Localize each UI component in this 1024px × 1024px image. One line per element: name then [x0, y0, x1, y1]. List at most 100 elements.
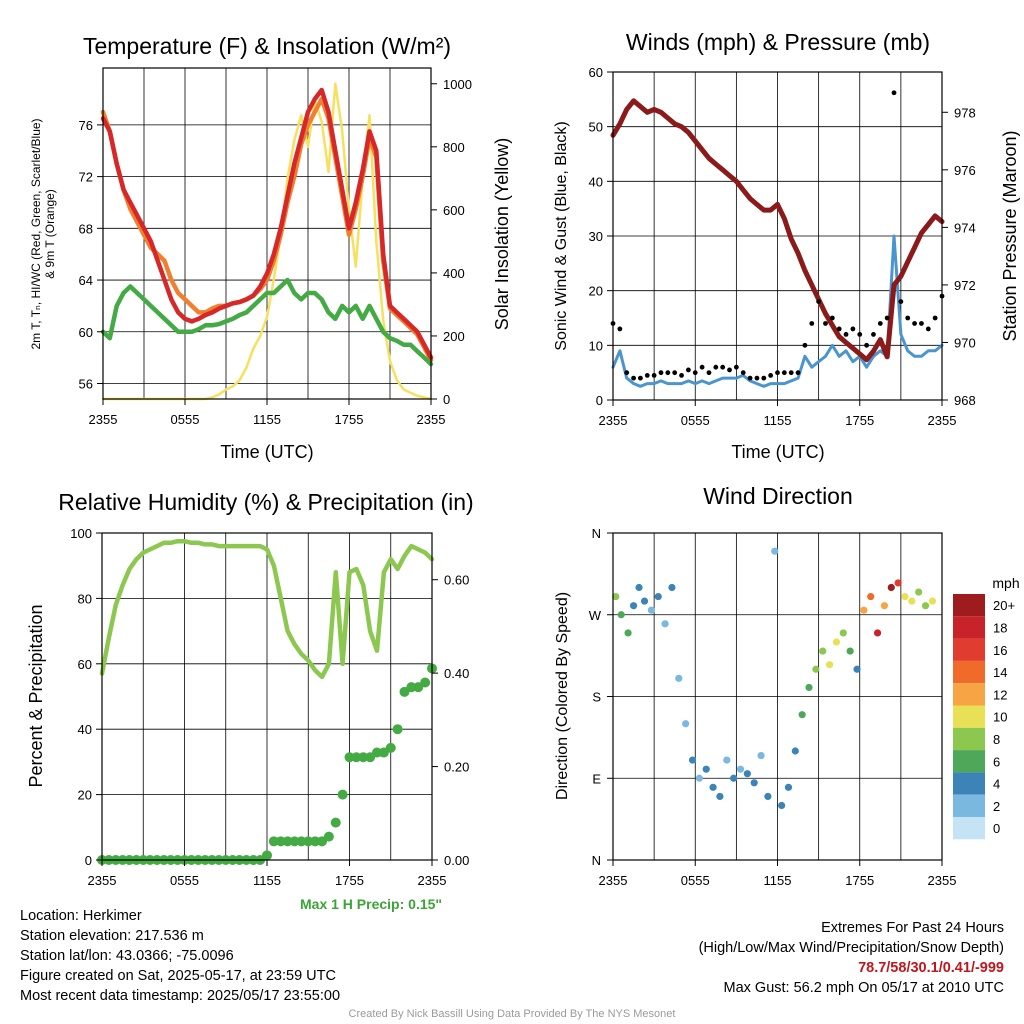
legend-label: 12 [993, 687, 1007, 702]
dir-grid [612, 533, 943, 860]
gust-point [809, 321, 815, 326]
direction-point [695, 774, 703, 782]
dir-ticks: 2355 0555 1155 1755 2355 N E S W N [589, 526, 957, 888]
x-tick-label: 2355 [599, 873, 628, 888]
y-right-tick-label: 0.60 [444, 573, 469, 588]
x-tick-label: 2355 [418, 873, 447, 888]
direction-point [825, 661, 834, 669]
y-right-tick-label: 0.00 [444, 853, 469, 868]
direction-point [682, 720, 690, 728]
recent-text: Most recent data timestamp: 2025/05/17 2… [20, 988, 341, 1004]
y-tick-label: 0 [85, 853, 92, 868]
precip-point [337, 789, 348, 800]
x-tick-label: 0555 [681, 873, 710, 888]
y-tick-label: 50 [589, 120, 603, 135]
precip-point [392, 724, 403, 735]
direction-point [723, 756, 731, 764]
gust-point [644, 373, 650, 378]
precip-point [372, 747, 382, 758]
y-right-tick-label: 0.20 [444, 760, 469, 775]
legend-label: 16 [993, 643, 1007, 658]
legend-swatch [953, 727, 985, 751]
y-tick-label: S [592, 690, 601, 705]
direction-point [880, 602, 889, 610]
station-info: Location: Herkimer Station elevation: 21… [20, 906, 340, 1006]
gust-point [850, 326, 856, 332]
precip-point [296, 836, 307, 847]
gust-point [617, 326, 623, 332]
gust-point [932, 315, 938, 321]
direction-point [860, 606, 868, 614]
gust-point [754, 375, 760, 381]
gust-point [706, 370, 712, 376]
direction-point [887, 583, 895, 592]
wind-direction-panel: Wind Direction 2355 0555 1155 1755 2355 N E S W N… [554, 483, 1020, 888]
gust-point [713, 364, 719, 370]
gust-point [720, 364, 726, 370]
legend-swatch [953, 750, 985, 773]
gust-point [665, 370, 671, 376]
speed-legend: 20+ 18 16 14 12 10 8 6 4 2 0 [953, 594, 1015, 840]
gust-point [775, 370, 780, 376]
gust-point [768, 373, 774, 378]
gust-point [761, 375, 767, 381]
gust-point [781, 370, 787, 376]
temp-xlabel: Time (UTC) [220, 442, 313, 462]
y-tick-label: 30 [589, 229, 603, 244]
y-tick-label: N [592, 526, 601, 541]
precip-point [275, 836, 286, 847]
direction-point [647, 606, 655, 614]
gust-point [912, 321, 917, 326]
direction-point [612, 592, 620, 601]
precip-point [420, 677, 431, 688]
elevation-text: Station elevation: 217.536 m [20, 928, 204, 944]
dir-series [612, 547, 937, 810]
temp-title: Temperature (F) & Insolation (W/m²) [83, 33, 451, 59]
y-right-tick-label: 600 [443, 203, 465, 218]
temp-2m-line [100, 87, 434, 360]
gust-point [692, 370, 698, 376]
y-right-tick-label: 974 [954, 220, 976, 235]
gust-point [905, 315, 911, 321]
precip-point [289, 836, 300, 847]
direction-point [791, 747, 799, 755]
created-text: Figure created on Sat, 2025-05-17, at 23… [20, 968, 336, 984]
direction-point [716, 792, 724, 801]
direction-point [873, 629, 882, 637]
x-tick-label: 1155 [764, 413, 792, 428]
gust-point [638, 375, 643, 381]
direction-point [778, 801, 786, 810]
precip-point [268, 836, 279, 847]
y-tick-label: 20 [78, 788, 92, 803]
temp-ylabel-left-1: 2m T, Tₙ, HI/WC (Red, Green, Scarlet/Blu… [29, 118, 43, 349]
direction-point [832, 638, 841, 646]
precip-point [323, 831, 334, 842]
x-tick-label: 0555 [681, 413, 710, 428]
direction-point [668, 583, 676, 592]
y-tick-label: 76 [79, 118, 93, 133]
extremes-title: Extremes For Past 24 Hours [821, 920, 1004, 936]
temp-ticks: 2355 0555 1155 1755 2355 56 60 64 68 72 76 0 200 400 6… [79, 77, 472, 427]
dir-title: Wind Direction [703, 483, 853, 509]
direction-point [805, 683, 813, 692]
legend-label: 0 [993, 821, 1000, 836]
x-tick-label: 1155 [253, 412, 281, 427]
y-tick-label: 60 [79, 325, 93, 340]
rh-ticks: 2355 0555 1155 1755 2355 0 20 40 60 80 100 0.00 0.20… [70, 526, 469, 888]
y-tick-label: 56 [79, 376, 93, 391]
direction-point [839, 629, 847, 637]
direction-point [819, 647, 827, 655]
direction-point [661, 620, 669, 628]
y-right-tick-label: 1000 [443, 77, 472, 92]
x-tick-label: 1755 [335, 873, 364, 888]
precip-point [282, 836, 293, 847]
direction-point [743, 770, 751, 778]
y-tick-label: 10 [589, 338, 603, 353]
direction-point [730, 774, 738, 782]
y-tick-label: W [589, 608, 602, 623]
temp-series [100, 82, 434, 401]
legend-label: 8 [993, 732, 1000, 747]
y-tick-label: 40 [78, 722, 92, 737]
direction-point [750, 779, 758, 787]
wind-ylabel-left: Sonic Wind & Gust (Blue, Black) [553, 121, 570, 350]
